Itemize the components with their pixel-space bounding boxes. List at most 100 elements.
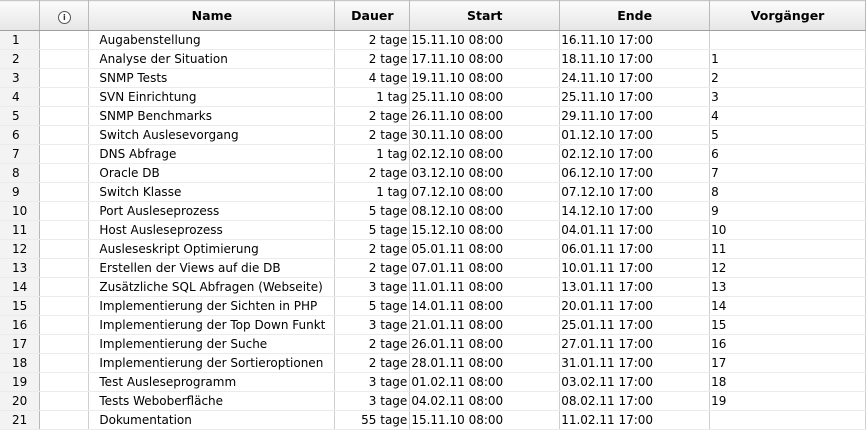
indicator-cell[interactable] bbox=[39, 372, 90, 392]
indicator-cell[interactable] bbox=[39, 144, 90, 164]
row-number[interactable]: 4 bbox=[0, 87, 41, 107]
row-number[interactable]: 2 bbox=[0, 49, 41, 69]
task-name-cell[interactable]: Implementierung der Suche bbox=[88, 334, 336, 354]
duration-cell[interactable]: 2 tage bbox=[334, 353, 411, 373]
duration-cell[interactable]: 4 tage bbox=[334, 68, 411, 88]
predecessors-cell[interactable]: 19 bbox=[709, 391, 866, 411]
predecessors-cell[interactable]: 17 bbox=[709, 353, 866, 373]
end-cell[interactable]: 31.01.11 17:00 bbox=[559, 353, 711, 373]
indicator-cell[interactable] bbox=[39, 163, 90, 183]
duration-cell[interactable]: 2 tage bbox=[334, 163, 411, 183]
end-cell[interactable]: 01.12.10 17:00 bbox=[559, 125, 711, 145]
duration-cell[interactable]: 2 tage bbox=[334, 30, 411, 50]
table-row[interactable]: 10 Port Ausleseprozess 5 tage 08.12.10 08:0… bbox=[0, 201, 866, 221]
end-cell[interactable]: 07.12.10 17:00 bbox=[559, 182, 711, 202]
end-cell[interactable]: 24.11.10 17:00 bbox=[559, 68, 711, 88]
task-name-cell[interactable]: Test Ausleseprogramm bbox=[88, 372, 336, 392]
table-row[interactable]: 15 Implementierung der Sichten in PHP 5 ta… bbox=[0, 296, 866, 316]
row-number[interactable]: 16 bbox=[0, 315, 41, 335]
task-name-cell[interactable]: Port Ausleseprozess bbox=[88, 201, 336, 221]
row-number[interactable]: 6 bbox=[0, 125, 41, 145]
task-name-cell[interactable]: Zusätzliche SQL Abfragen (Webseite) bbox=[88, 277, 336, 297]
duration-cell[interactable]: 3 tage bbox=[334, 315, 411, 335]
table-row[interactable]: 19 Test Ausleseprogramm 3 tage 01.02.11 08:… bbox=[0, 372, 866, 392]
predecessors-cell[interactable]: 1 bbox=[709, 49, 866, 69]
start-cell[interactable]: 15.12.10 08:00 bbox=[409, 220, 561, 240]
duration-cell[interactable]: 5 tage bbox=[334, 296, 411, 316]
end-cell[interactable]: 11.02.11 17:00 bbox=[559, 410, 711, 430]
row-number[interactable]: 10 bbox=[0, 201, 41, 221]
start-cell[interactable]: 08.12.10 08:00 bbox=[409, 201, 561, 221]
table-row[interactable]: 12 Ausleseskript Optimierung 2 tage 05.01.1… bbox=[0, 239, 866, 259]
end-cell[interactable]: 14.12.10 17:00 bbox=[559, 201, 711, 221]
start-cell[interactable]: 26.11.10 08:00 bbox=[409, 106, 561, 126]
row-number[interactable]: 1 bbox=[0, 30, 41, 50]
predecessors-cell[interactable]: 13 bbox=[709, 277, 866, 297]
end-cell[interactable]: 27.01.11 17:00 bbox=[559, 334, 711, 354]
start-cell[interactable]: 15.11.10 08:00 bbox=[409, 410, 561, 430]
end-cell[interactable]: 03.02.11 17:00 bbox=[559, 372, 711, 392]
indicator-cell[interactable] bbox=[39, 201, 90, 221]
start-cell[interactable]: 30.11.10 08:00 bbox=[409, 125, 561, 145]
start-cell[interactable]: 28.01.11 08:00 bbox=[409, 353, 561, 373]
indicator-cell[interactable] bbox=[39, 49, 90, 69]
start-cell[interactable]: 04.02.11 08:00 bbox=[409, 391, 561, 411]
predecessors-header[interactable]: Vorgänger bbox=[709, 0, 866, 31]
indicator-cell[interactable] bbox=[39, 68, 90, 88]
end-cell[interactable]: 20.01.11 17:00 bbox=[559, 296, 711, 316]
start-cell[interactable]: 11.01.11 08:00 bbox=[409, 277, 561, 297]
duration-cell[interactable]: 2 tage bbox=[334, 125, 411, 145]
table-row[interactable]: 9 Switch Klasse 1 tag 07.12.10 08:00 07.12.1… bbox=[0, 182, 866, 202]
duration-header[interactable]: Dauer bbox=[334, 0, 411, 31]
table-row[interactable]: 17 Implementierung der Suche 2 tage 26.01.1… bbox=[0, 334, 866, 354]
indicator-cell[interactable] bbox=[39, 87, 90, 107]
task-name-cell[interactable]: Implementierung der Sortieroptionen bbox=[88, 353, 336, 373]
task-name-cell[interactable]: DNS Abfrage bbox=[88, 144, 336, 164]
end-cell[interactable]: 25.11.10 17:00 bbox=[559, 87, 711, 107]
indicator-cell[interactable] bbox=[39, 410, 90, 430]
duration-cell[interactable]: 3 tage bbox=[334, 372, 411, 392]
duration-cell[interactable]: 2 tage bbox=[334, 258, 411, 278]
row-number[interactable]: 18 bbox=[0, 353, 41, 373]
end-cell[interactable]: 13.01.11 17:00 bbox=[559, 277, 711, 297]
end-cell[interactable]: 10.01.11 17:00 bbox=[559, 258, 711, 278]
row-number[interactable]: 11 bbox=[0, 220, 41, 240]
predecessors-cell[interactable] bbox=[709, 30, 866, 50]
row-number[interactable]: 17 bbox=[0, 334, 41, 354]
end-cell[interactable]: 04.01.11 17:00 bbox=[559, 220, 711, 240]
predecessors-cell[interactable]: 16 bbox=[709, 334, 866, 354]
duration-cell[interactable]: 55 tage bbox=[334, 410, 411, 430]
task-name-cell[interactable]: Implementierung der Sichten in PHP bbox=[88, 296, 336, 316]
task-name-cell[interactable]: Implementierung der Top Down Funkt bbox=[88, 315, 336, 335]
row-number[interactable]: 21 bbox=[0, 410, 41, 430]
predecessors-cell[interactable] bbox=[709, 410, 866, 430]
predecessors-cell[interactable]: 6 bbox=[709, 144, 866, 164]
name-header[interactable]: Name bbox=[88, 0, 336, 31]
start-cell[interactable]: 15.11.10 08:00 bbox=[409, 30, 561, 50]
row-number[interactable]: 8 bbox=[0, 163, 41, 183]
start-cell[interactable]: 14.01.11 08:00 bbox=[409, 296, 561, 316]
task-name-cell[interactable]: Tests Weboberfläche bbox=[88, 391, 336, 411]
table-row[interactable]: 1 Augabenstellung 2 tage 15.11.10 08:00 16.1… bbox=[0, 30, 866, 50]
start-cell[interactable]: 25.11.10 08:00 bbox=[409, 87, 561, 107]
table-row[interactable]: 18 Implementierung der Sortieroptionen 2 t… bbox=[0, 353, 866, 373]
predecessors-cell[interactable]: 4 bbox=[709, 106, 866, 126]
predecessors-cell[interactable]: 11 bbox=[709, 239, 866, 259]
task-name-cell[interactable]: SNMP Tests bbox=[88, 68, 336, 88]
table-row[interactable]: 8 Oracle DB 2 tage 03.12.10 08:00 06.12.10 1… bbox=[0, 163, 866, 183]
start-cell[interactable]: 21.01.11 08:00 bbox=[409, 315, 561, 335]
task-name-cell[interactable]: Oracle DB bbox=[88, 163, 336, 183]
start-cell[interactable]: 02.12.10 08:00 bbox=[409, 144, 561, 164]
task-name-cell[interactable]: Switch Klasse bbox=[88, 182, 336, 202]
start-cell[interactable]: 07.01.11 08:00 bbox=[409, 258, 561, 278]
indicator-cell[interactable] bbox=[39, 239, 90, 259]
end-cell[interactable]: 29.11.10 17:00 bbox=[559, 106, 711, 126]
table-row[interactable]: 7 DNS Abfrage 1 tag 02.12.10 08:00 02.12.10 … bbox=[0, 144, 866, 164]
duration-cell[interactable]: 5 tage bbox=[334, 220, 411, 240]
start-cell[interactable]: 07.12.10 08:00 bbox=[409, 182, 561, 202]
indicator-cell[interactable] bbox=[39, 258, 90, 278]
start-cell[interactable]: 17.11.10 08:00 bbox=[409, 49, 561, 69]
start-cell[interactable]: 26.01.11 08:00 bbox=[409, 334, 561, 354]
predecessors-cell[interactable]: 9 bbox=[709, 201, 866, 221]
task-name-cell[interactable]: Dokumentation bbox=[88, 410, 336, 430]
